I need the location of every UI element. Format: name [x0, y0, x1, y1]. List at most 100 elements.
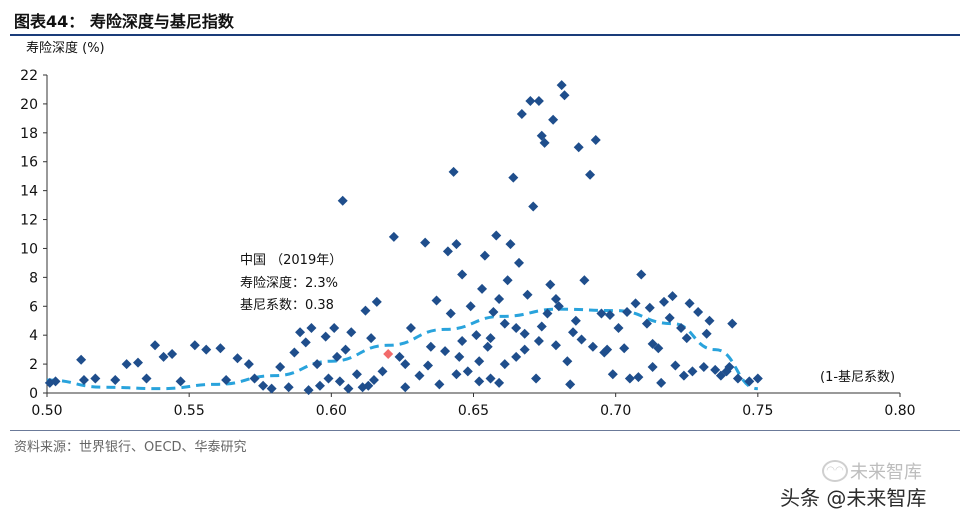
- data-point: [243, 359, 254, 370]
- data-point: [641, 318, 652, 329]
- data-point: [343, 383, 354, 394]
- data-point: [545, 279, 556, 290]
- y-axis-label: 寿险深度 (%): [26, 40, 105, 56]
- data-point: [314, 380, 325, 391]
- data-point: [502, 275, 513, 286]
- data-point: [653, 343, 664, 354]
- source-note: 资料来源：世界银行、OECD、华泰研究: [14, 440, 247, 455]
- data-point: [201, 344, 212, 355]
- data-point: [76, 354, 87, 365]
- annotation-line-2: 寿险深度：2.3%: [240, 275, 338, 291]
- annotation-line-1: 中国 （2019年）: [240, 253, 342, 268]
- data-point: [693, 307, 704, 318]
- data-point: [295, 327, 306, 338]
- data-point: [474, 356, 485, 367]
- data-point: [258, 380, 269, 391]
- data-point: [724, 361, 735, 372]
- data-point: [90, 373, 101, 384]
- data-point: [511, 351, 522, 362]
- data-point: [377, 366, 388, 377]
- data-point: [78, 374, 89, 385]
- data-point: [425, 341, 436, 352]
- data-point: [533, 96, 544, 107]
- data-point: [442, 246, 453, 257]
- annotation-layer: 中国 （2019年） 寿险深度：2.3% 基尼系数：0.38: [240, 253, 342, 313]
- data-point: [434, 379, 445, 390]
- y-tick-label: 2: [29, 357, 38, 373]
- data-point: [306, 322, 317, 333]
- wechat-icon: ◠◠: [822, 460, 848, 482]
- data-point: [568, 327, 579, 338]
- x-tick-label: 0.50: [31, 403, 62, 419]
- data-point: [525, 96, 536, 107]
- scatter-chart: 寿险深度 (%) 0 2 4 6 8 10 12 14 16 18 20 22 0.50 0.55 0.60…: [20, 40, 915, 419]
- data-point: [141, 373, 152, 384]
- data-point: [562, 356, 573, 367]
- data-point: [215, 343, 226, 354]
- data-point: [513, 257, 524, 268]
- data-point: [323, 373, 334, 384]
- data-point: [511, 322, 522, 333]
- data-point: [542, 308, 553, 319]
- data-point: [110, 374, 121, 385]
- data-point: [559, 90, 570, 101]
- data-point: [454, 351, 465, 362]
- data-point: [599, 347, 610, 358]
- footer-rule: [10, 430, 960, 431]
- data-point: [590, 135, 601, 146]
- data-point: [320, 331, 331, 342]
- data-point: [667, 291, 678, 302]
- data-point: [232, 353, 243, 364]
- data-point: [585, 169, 596, 180]
- data-point: [266, 383, 277, 394]
- data-point: [485, 373, 496, 384]
- y-tick-label: 14: [20, 184, 38, 200]
- data-point: [698, 361, 709, 372]
- data-point: [431, 295, 442, 306]
- data-point: [647, 338, 658, 349]
- data-point: [528, 201, 539, 212]
- data-point: [400, 359, 411, 370]
- data-point: [536, 130, 547, 141]
- data-point: [465, 301, 476, 312]
- data-point: [363, 380, 374, 391]
- data-point: [587, 341, 598, 352]
- data-point: [221, 374, 232, 385]
- x-tick-label: 0.70: [600, 403, 631, 419]
- data-point: [275, 361, 286, 372]
- data-point: [451, 239, 462, 250]
- data-point: [752, 373, 763, 384]
- data-point: [553, 301, 564, 312]
- x-tick-label: 0.60: [316, 403, 347, 419]
- data-point: [420, 237, 431, 248]
- data-point: [681, 333, 692, 344]
- data-point: [303, 385, 314, 396]
- data-point: [360, 305, 371, 316]
- data-point: [479, 250, 490, 261]
- data-point: [457, 335, 468, 346]
- data-point: [121, 359, 132, 370]
- data-point: [132, 357, 143, 368]
- data-point: [289, 347, 300, 358]
- data-point: [522, 289, 533, 300]
- data-point: [334, 376, 345, 387]
- x-tick-label: 0.65: [458, 403, 489, 419]
- data-point: [519, 328, 530, 339]
- data-point: [423, 360, 434, 371]
- data-point: [622, 307, 633, 318]
- data-point: [249, 373, 260, 384]
- data-point: [715, 370, 726, 381]
- data-point: [550, 340, 561, 351]
- y-tick-label: 10: [20, 241, 38, 257]
- data-point: [462, 366, 473, 377]
- data-point: [548, 114, 559, 125]
- y-tick-label: 22: [20, 68, 38, 84]
- data-point: [508, 172, 519, 183]
- data-point: [400, 382, 411, 393]
- data-point: [664, 312, 675, 323]
- china-point: [383, 348, 394, 359]
- data-point: [704, 315, 715, 326]
- data-point: [539, 137, 550, 148]
- data-point: [445, 308, 456, 319]
- data-point: [633, 372, 644, 383]
